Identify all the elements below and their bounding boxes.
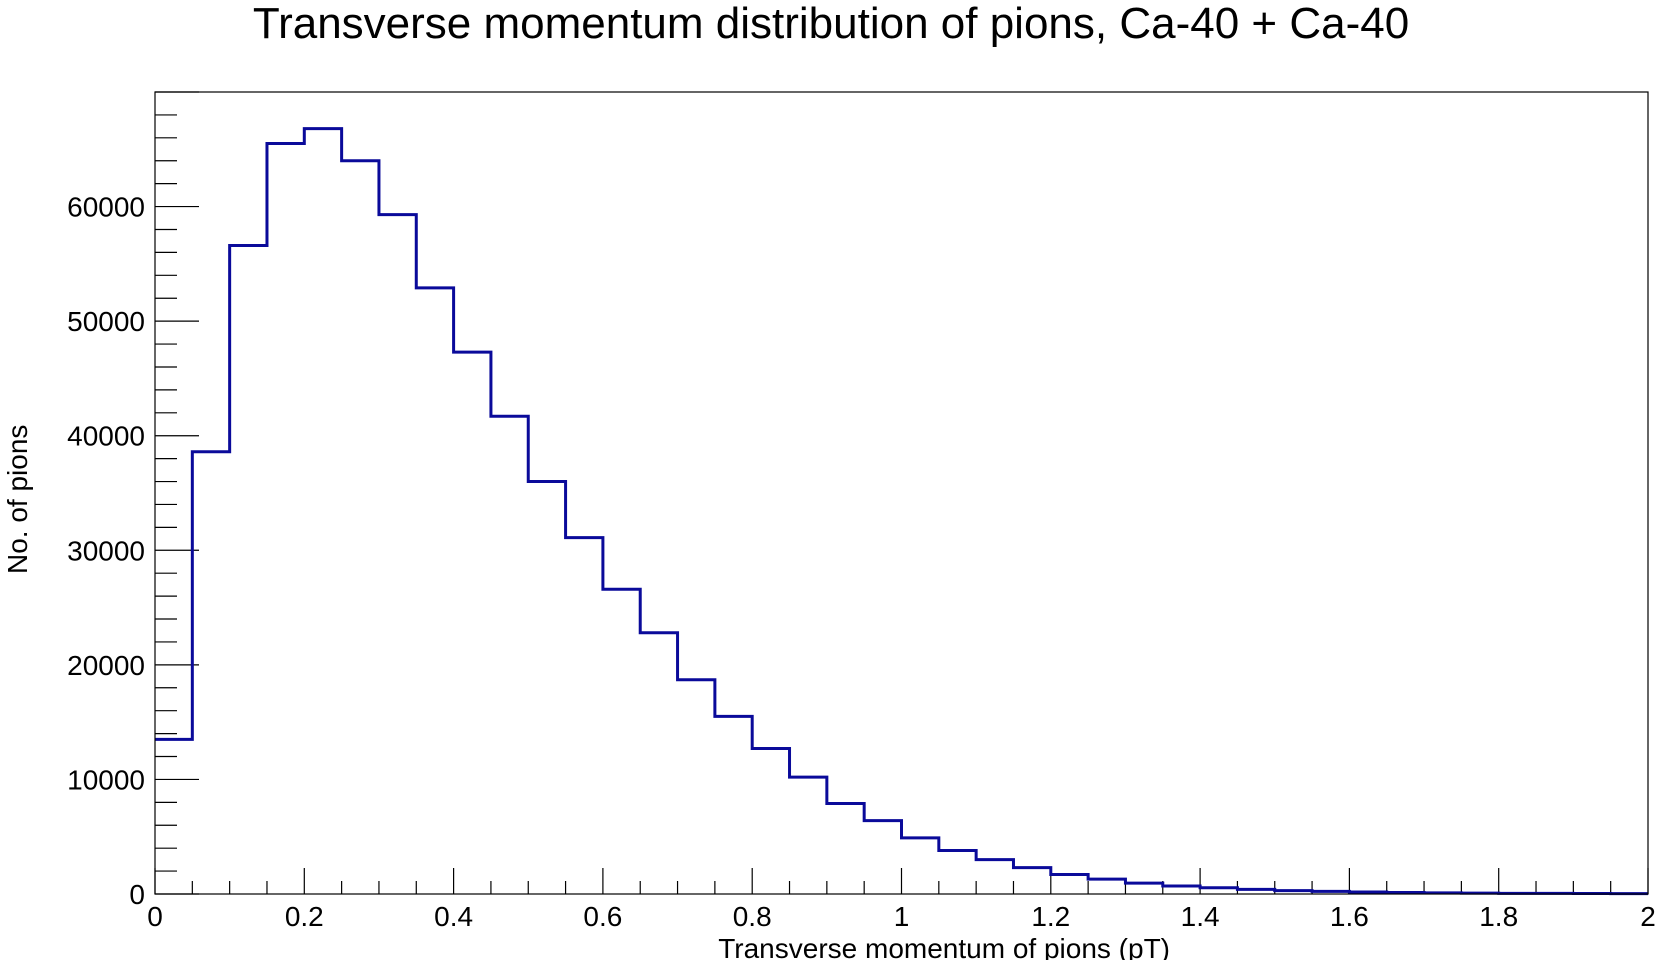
y-tick-label: 60000 <box>67 192 145 223</box>
y-tick-label: 40000 <box>67 421 145 452</box>
x-tick-label: 2 <box>1640 901 1656 932</box>
x-tick-label: 1.6 <box>1330 901 1369 932</box>
x-tick-label: 0.8 <box>733 901 772 932</box>
x-tick-label: 0.6 <box>583 901 622 932</box>
y-axis-ticks: 0 10000 20000 30000 40000 50000 60000 <box>67 91 199 910</box>
x-tick-label: 0 <box>147 901 163 932</box>
x-tick-label: 0.2 <box>285 901 324 932</box>
chart-title: Transverse momentum distribution of pion… <box>253 0 1409 48</box>
x-tick-label: 1.2 <box>1031 901 1070 932</box>
y-tick-label: 50000 <box>67 306 145 337</box>
y-axis-label: No. of pions <box>2 425 33 574</box>
plot-frame <box>154 91 1649 895</box>
y-tick-label: 30000 <box>67 535 145 566</box>
y-tick-label: 10000 <box>67 764 145 795</box>
x-axis-ticks: 0 0.2 0.4 0.6 0.8 1 1.2 1.4 1.6 1.8 2 <box>147 868 1656 932</box>
x-tick-label: 1 <box>894 901 910 932</box>
y-tick-label: 0 <box>129 879 145 910</box>
y-tick-label: 20000 <box>67 650 145 681</box>
x-tick-label: 1.4 <box>1181 901 1220 932</box>
x-tick-label: 1.8 <box>1479 901 1518 932</box>
x-axis-label: Transverse momentum of pions (pT) <box>718 933 1170 960</box>
histogram-step-line <box>155 127 1648 896</box>
x-tick-label: 0.4 <box>434 901 473 932</box>
